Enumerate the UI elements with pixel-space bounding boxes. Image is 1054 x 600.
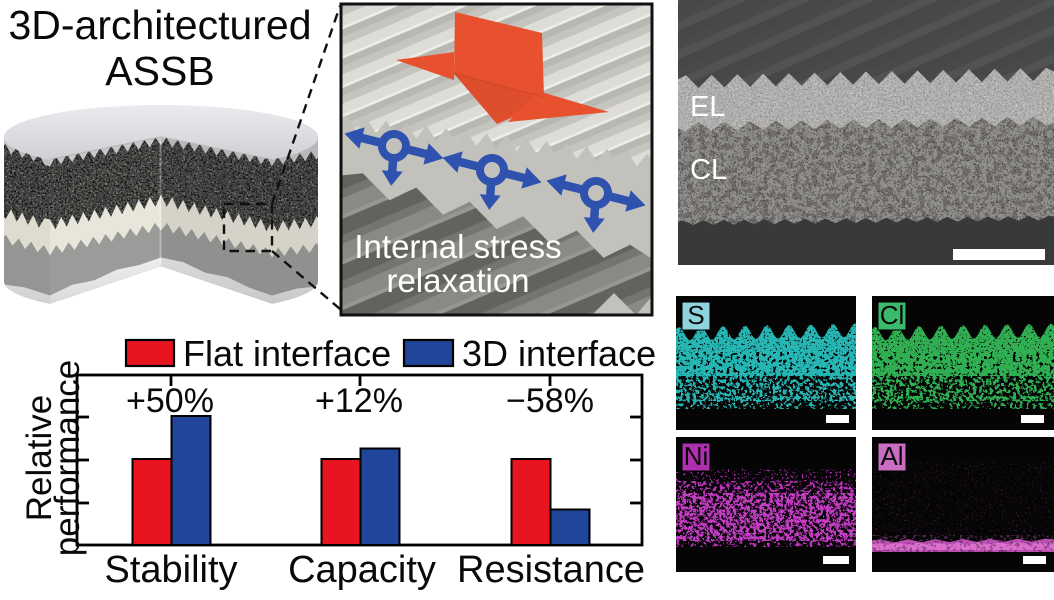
svg-text:−58%: −58% [506,382,594,420]
svg-text:ASSB: ASSB [105,48,214,94]
svg-text:performance: performance [48,360,87,556]
svg-text:3D interface: 3D interface [462,333,656,374]
svg-text:S: S [687,300,704,330]
svg-text:Ni: Ni [684,441,709,471]
svg-text:Cl: Cl [880,300,905,330]
svg-text:Internal stress: Internal stress [354,228,561,265]
svg-text:Capacity: Capacity [288,549,436,591]
svg-text:+12%: +12% [315,382,403,420]
svg-text:relaxation: relaxation [386,262,529,299]
svg-text:Resistance: Resistance [457,549,645,591]
svg-text:3D-architectured: 3D-architectured [8,2,311,48]
svg-text:EL: EL [690,91,725,123]
svg-text:CL: CL [690,154,727,186]
svg-text:Al: Al [880,441,903,471]
svg-text:Stability: Stability [104,549,237,591]
svg-text:Relative: Relative [20,395,59,521]
svg-text:+50%: +50% [126,382,214,420]
svg-text:Flat interface: Flat interface [183,333,391,374]
